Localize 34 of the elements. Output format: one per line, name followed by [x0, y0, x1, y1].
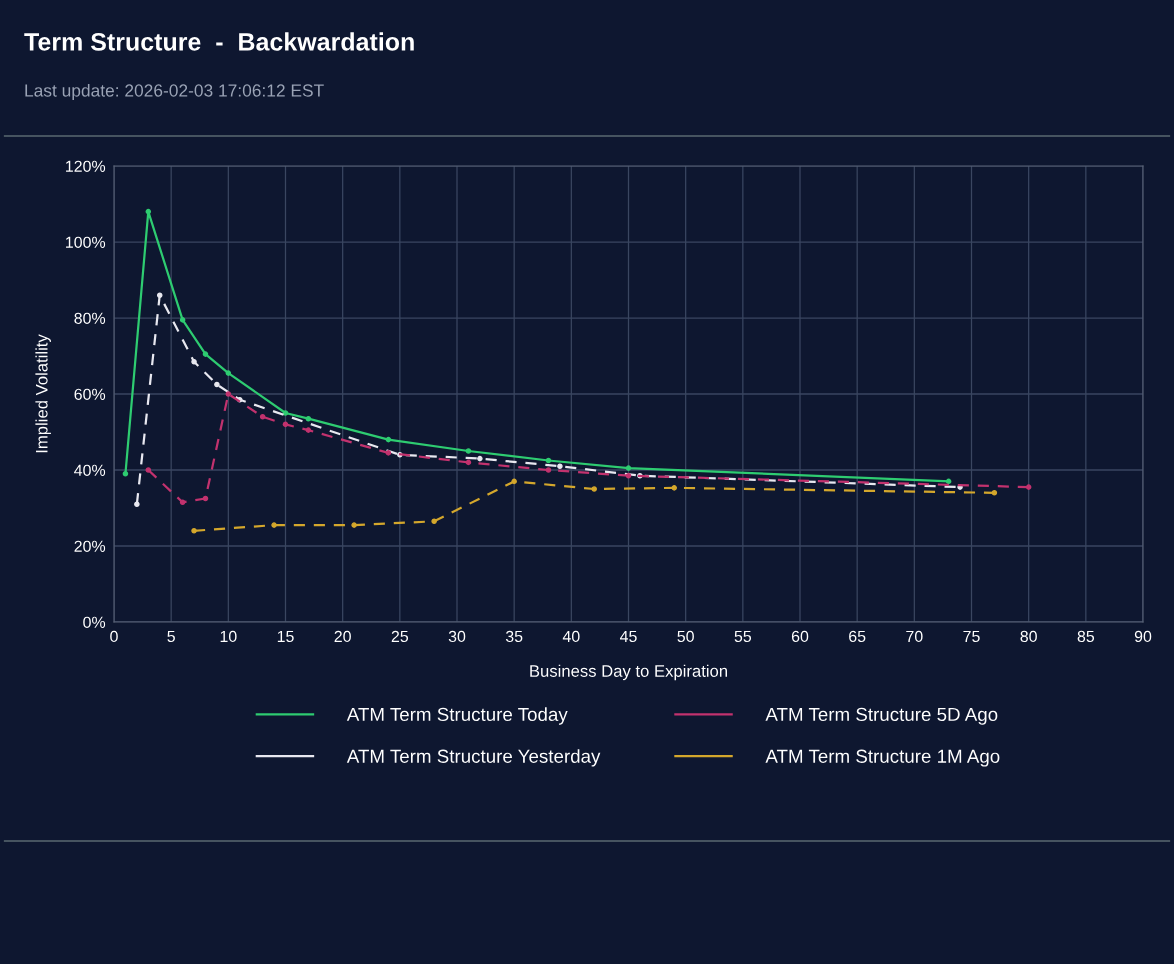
- y-tick-label: 80%: [74, 312, 106, 324]
- y-tick-label: 120%: [66, 160, 106, 172]
- legend-label: ATM Term Structure Today: [346, 707, 568, 725]
- legend-label: ATM Term Structure 1M Ago: [765, 749, 1000, 767]
- chart-title: Term Structure - Backwardation: [24, 32, 414, 51]
- x-tick-label: 75: [963, 630, 980, 643]
- y-tick-label: 60%: [74, 388, 106, 400]
- x-axis-title: Business Day to Expiration: [530, 664, 728, 681]
- x-tick-label: 20: [334, 630, 351, 643]
- x-tick-label: 55: [734, 630, 752, 643]
- y-tick-label: 100%: [66, 236, 106, 248]
- x-tick-label: 80: [1020, 630, 1037, 643]
- y-axis-title: Implied Volatility: [35, 334, 51, 453]
- x-tick-label: 5: [167, 630, 175, 643]
- y-tick-label: 0%: [83, 616, 106, 628]
- x-tick-label: 70: [906, 630, 923, 643]
- legend-label: ATM Term Structure 5D Ago: [765, 707, 998, 725]
- chart-subtitle: Last update: 2026-02-03 17:06:12 EST: [25, 83, 324, 101]
- x-tick-label: 65: [849, 630, 866, 643]
- x-tick-label: 85: [1077, 630, 1095, 643]
- x-tick-label: 60: [791, 630, 809, 643]
- x-tick-label: 0: [110, 630, 118, 643]
- x-tick-label: 90: [1134, 630, 1152, 643]
- x-tick-label: 40: [562, 630, 580, 643]
- x-tick-label: 50: [677, 630, 694, 643]
- y-tick-label: 40%: [74, 464, 106, 476]
- y-tick-label: 20%: [74, 540, 106, 552]
- x-tick-label: 10: [220, 630, 237, 643]
- x-tick-label: 30: [448, 630, 466, 643]
- x-tick-label: 25: [391, 630, 409, 643]
- x-tick-label: 35: [505, 630, 523, 643]
- x-tick-label: 45: [619, 630, 637, 643]
- legend-label: ATM Term Structure Yesterday: [346, 749, 601, 767]
- x-tick-label: 15: [277, 630, 294, 643]
